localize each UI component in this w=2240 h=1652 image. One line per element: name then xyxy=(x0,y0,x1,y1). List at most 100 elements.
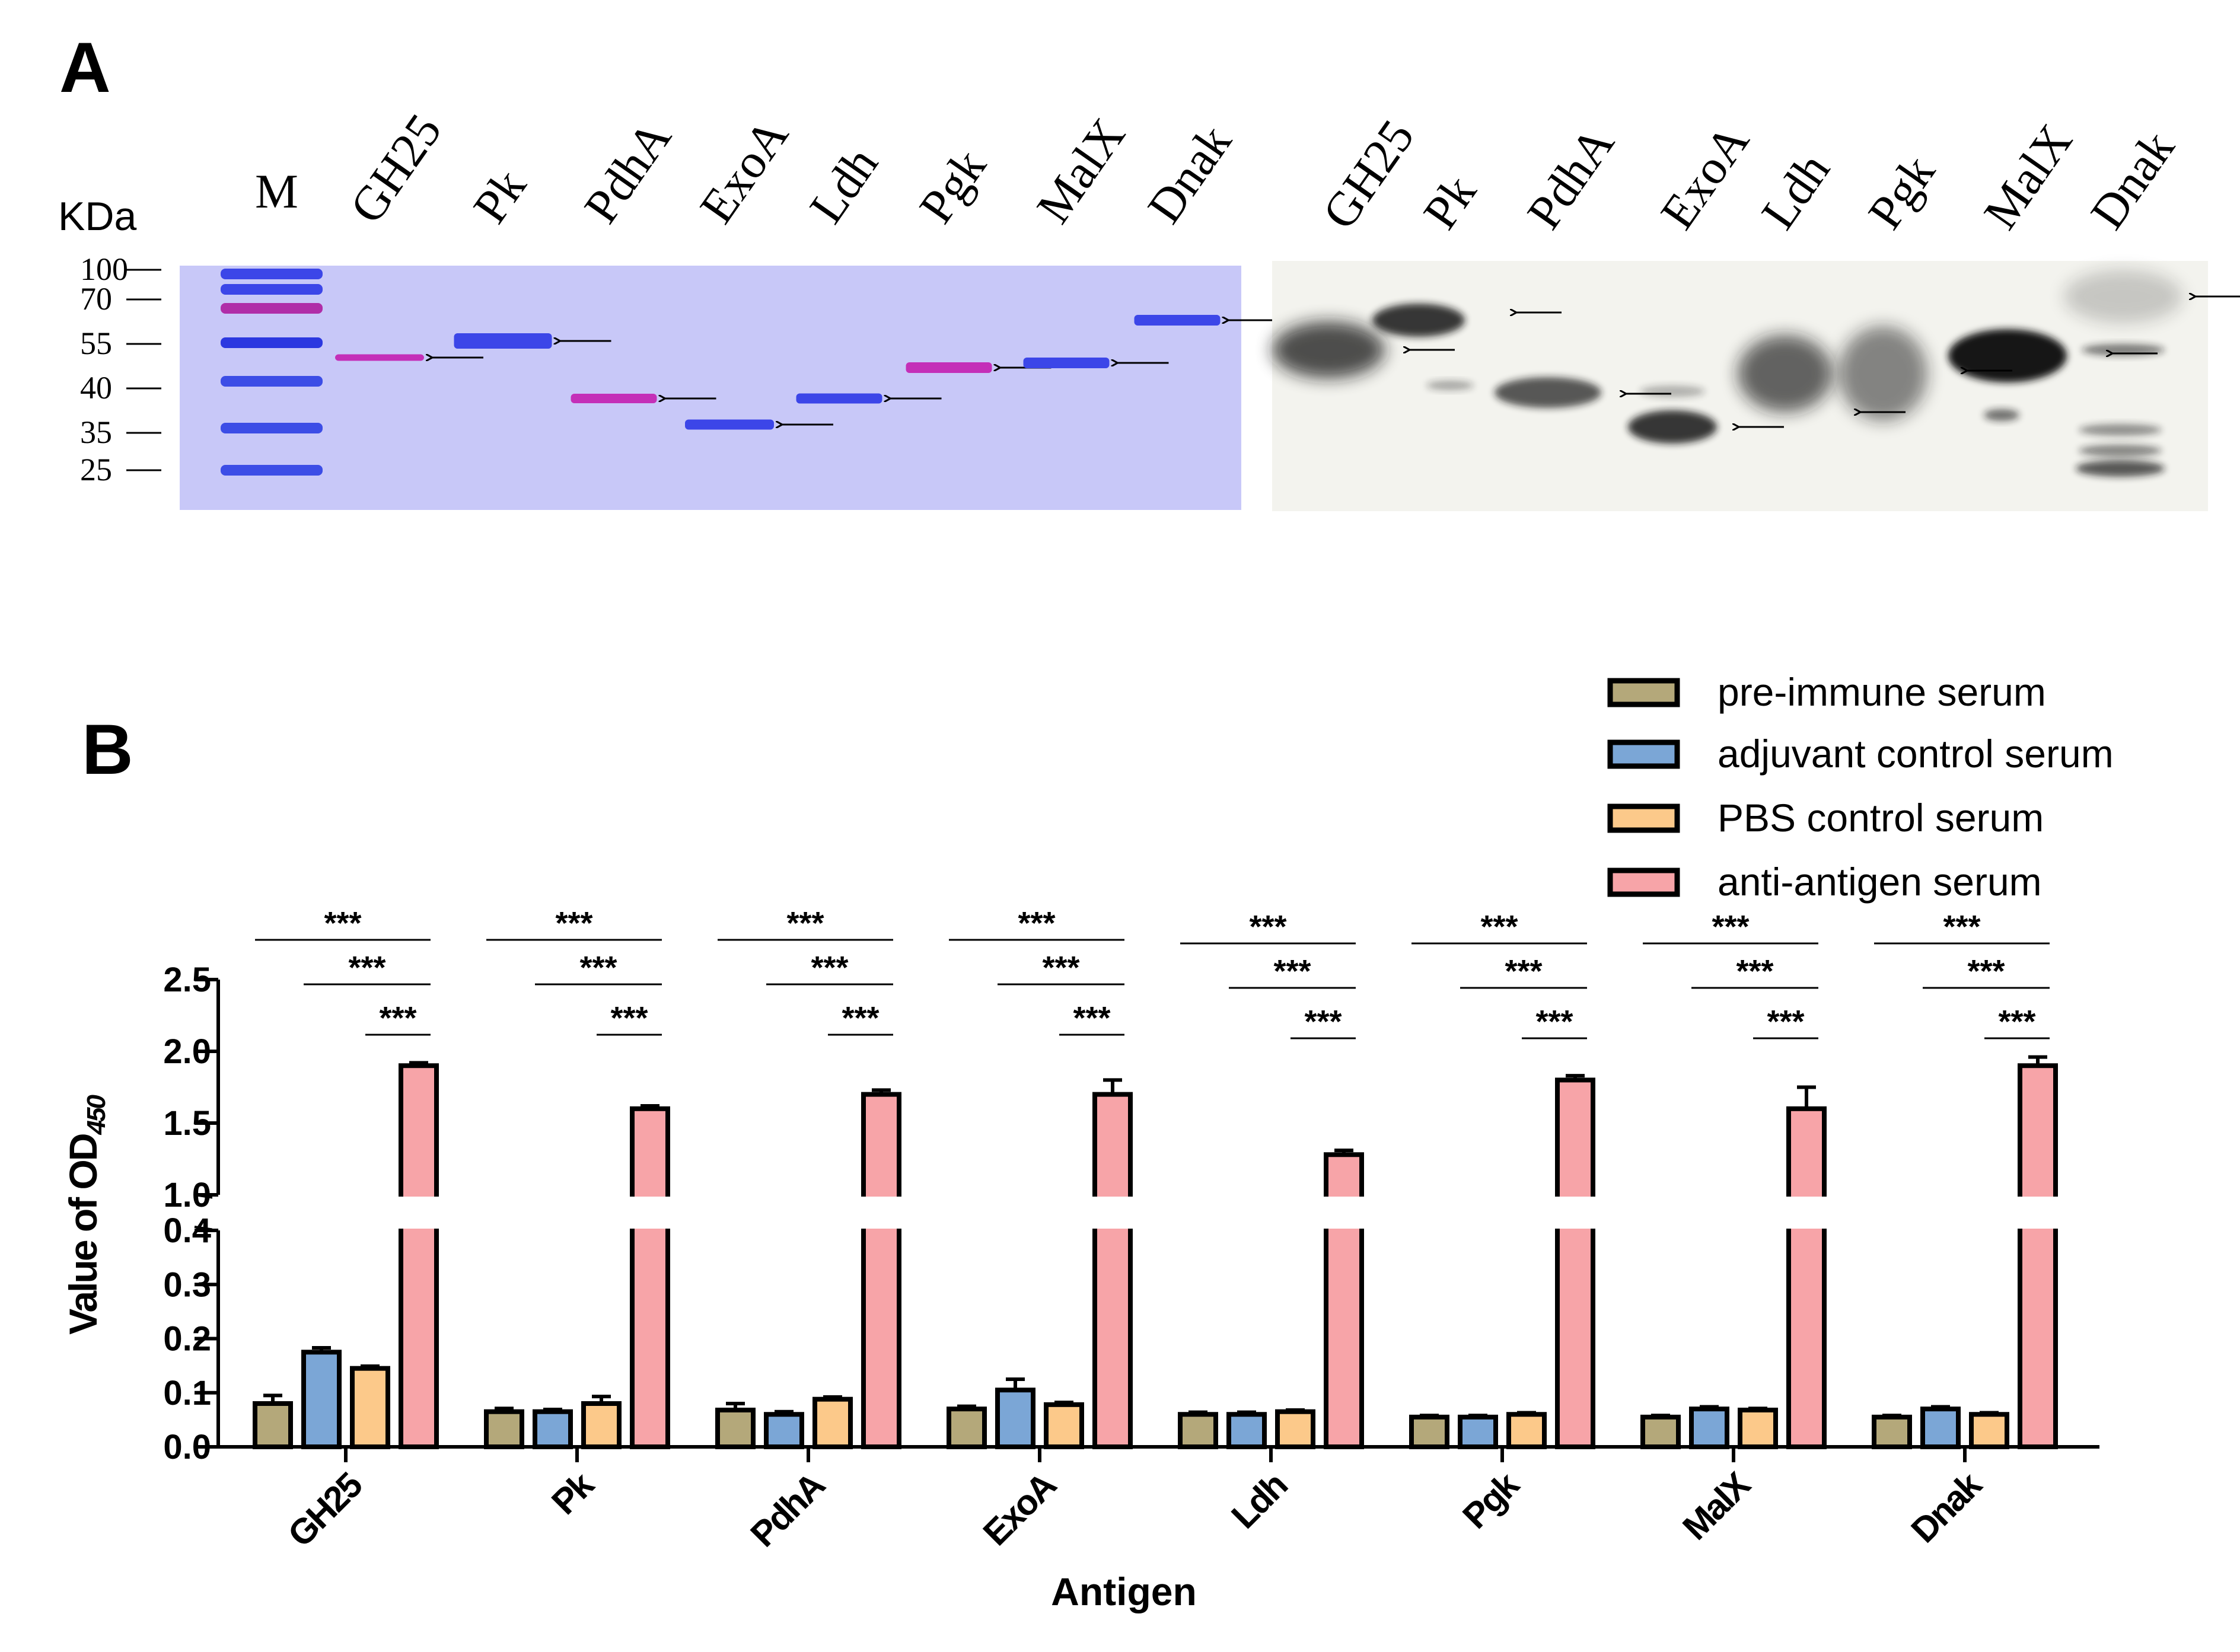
blot-lane-label-PdhA: PdhA xyxy=(1516,117,1624,238)
y-axis-title-subscript: 450 xyxy=(82,1095,111,1136)
bar-MalX-2 xyxy=(1689,1407,1729,1449)
significance-stars: *** xyxy=(1249,909,1286,945)
panel-b: B pre-immune serum adjuvant control serum… xyxy=(61,670,2114,1613)
significance-stars: *** xyxy=(842,1000,879,1036)
bar-GH25-1 xyxy=(253,1401,293,1449)
ladder-band xyxy=(221,337,323,348)
y-tick-label-2.5: 2.5 xyxy=(163,961,211,999)
blot-lane-label-Pk: Pk xyxy=(1413,165,1486,238)
gel-lane-label-Dnak: Dnak xyxy=(1137,116,1241,233)
x-tick-labels: GH25 Pk PdhA ExoA Ldh Pgk MalX Dnak xyxy=(280,1447,1990,1555)
sds-page-gel xyxy=(180,266,1241,510)
blot-lane-label-MalX: MalX xyxy=(1973,114,2082,238)
y-axis-title-main: Value of OD xyxy=(61,1134,105,1335)
bar-ExoA-2 xyxy=(995,1388,1035,1449)
gel-band-ExoA xyxy=(685,419,774,430)
blot-band xyxy=(1272,321,1385,378)
legend-label-1: pre-immune serum xyxy=(1718,670,2046,714)
bar-PdhA-2 xyxy=(764,1412,804,1449)
gel-lane-label-Ldh: Ldh xyxy=(799,138,888,232)
kda-label: KDa xyxy=(58,194,136,239)
x-tick-label-Ldh: Ldh xyxy=(1223,1466,1294,1536)
gel-lane-labels: GH25 Pk PdhA ExoA Ldh Pgk MalX Dnak xyxy=(339,104,1241,232)
chart-legend: pre-immune serum adjuvant control serum PB… xyxy=(1607,670,2114,904)
ladder-band xyxy=(221,303,323,314)
bar-break-gap xyxy=(1090,1197,1135,1229)
ladder-size-25: 25 xyxy=(80,452,112,487)
panel-b-label: B xyxy=(82,710,133,789)
x-tick-label-ExoA: ExoA xyxy=(976,1465,1064,1554)
legend-swatch-3 xyxy=(1607,803,1680,833)
ladder-band xyxy=(221,465,323,476)
gel-band-Pk xyxy=(454,333,552,349)
ladder-size-100: 100 xyxy=(80,251,128,287)
bar-Ldh-2 xyxy=(1226,1412,1267,1449)
bar-Dnak-4 xyxy=(2018,1063,2058,1449)
ladder-band xyxy=(221,269,323,279)
significance-stars: *** xyxy=(324,905,361,941)
bar-Pgk-1 xyxy=(1409,1414,1449,1449)
blot-band xyxy=(1495,377,1601,408)
significance-stars: *** xyxy=(379,1000,416,1036)
ladder-size-55: 55 xyxy=(80,326,112,361)
bar-PdhA-4 xyxy=(861,1092,901,1449)
ladder-band xyxy=(221,284,323,295)
gel-lane-label-GH25: GH25 xyxy=(339,104,452,232)
bar-Ldh-3 xyxy=(1275,1409,1315,1449)
bar-GH25-3 xyxy=(350,1366,390,1449)
gel-lane-label-PdhA: PdhA xyxy=(573,111,681,232)
bar-PdhA-3 xyxy=(812,1396,853,1449)
y-tick-label-0.0: 0.0 xyxy=(163,1428,211,1466)
significance-annotations: *** *** *** *** *** *** *** *** *** *** *** *** *** *… xyxy=(255,905,2050,1039)
significance-stars: *** xyxy=(610,1000,648,1036)
gel-lane-label-Pgk: Pgk xyxy=(909,140,996,233)
gel-marker-ladder xyxy=(221,269,323,476)
blot-band xyxy=(2064,270,2182,323)
ladder-size-35: 35 xyxy=(80,414,112,450)
gel-band-Pgk xyxy=(906,362,992,373)
significance-stars: *** xyxy=(1480,909,1518,945)
blot-band xyxy=(2079,445,2162,457)
x-tick-label-MalX: MalX xyxy=(1675,1465,1758,1548)
legend-label-2: adjuvant control serum xyxy=(1718,732,2114,776)
y-tick-label-0.1: 0.1 xyxy=(163,1374,211,1412)
y-tick-label-0.4: 0.4 xyxy=(163,1211,211,1250)
significance-stars: *** xyxy=(1073,1000,1110,1036)
chart-bars xyxy=(253,1055,2060,1450)
bar-Pk-3 xyxy=(581,1401,622,1449)
y-tick-label-0.2: 0.2 xyxy=(163,1320,211,1358)
gel-lane-label-MalX: MalX xyxy=(1026,109,1135,232)
blot-band xyxy=(1948,329,2067,382)
blot-lane-label-GH25: GH25 xyxy=(1312,110,1425,238)
panel-a-label: A xyxy=(59,28,111,107)
significance-stars: *** xyxy=(348,950,385,986)
gel-shading xyxy=(180,266,1241,510)
bar-Dnak-1 xyxy=(1872,1414,1912,1449)
legend-label-3: PBS control serum xyxy=(1718,796,2044,840)
blot-band xyxy=(2079,424,2162,436)
significance-stars: *** xyxy=(811,950,848,986)
blot-band xyxy=(1838,326,1927,421)
x-tick-label-PdhA: PdhA xyxy=(743,1465,833,1555)
y-tick-label-1.5: 1.5 xyxy=(163,1104,211,1143)
legend-swatch-1 xyxy=(1607,678,1680,707)
bar-PdhA-1 xyxy=(715,1407,756,1449)
bar-Pk-1 xyxy=(484,1409,524,1449)
bar-Ldh-1 xyxy=(1178,1412,1218,1449)
axis-break-mark xyxy=(194,1226,219,1232)
y-tick-label-0.3: 0.3 xyxy=(163,1265,211,1304)
blot-lane-label-Ldh: Ldh xyxy=(1751,143,1840,238)
bar-break-gap xyxy=(396,1197,441,1229)
bar-break-gap xyxy=(859,1197,904,1229)
bar-break-gap xyxy=(627,1197,673,1229)
significance-stars: *** xyxy=(555,905,592,941)
bar-Dnak-3 xyxy=(1969,1412,2009,1449)
bar-Pgk-3 xyxy=(1506,1412,1547,1449)
x-tick-label-Pgk: Pgk xyxy=(1455,1464,1527,1536)
bar-GH25-2 xyxy=(301,1350,342,1449)
significance-stars: *** xyxy=(1273,953,1311,989)
bar-Pgk-2 xyxy=(1458,1414,1498,1449)
significance-stars: *** xyxy=(1767,1004,1804,1039)
bar-break-gap xyxy=(1784,1197,1829,1229)
